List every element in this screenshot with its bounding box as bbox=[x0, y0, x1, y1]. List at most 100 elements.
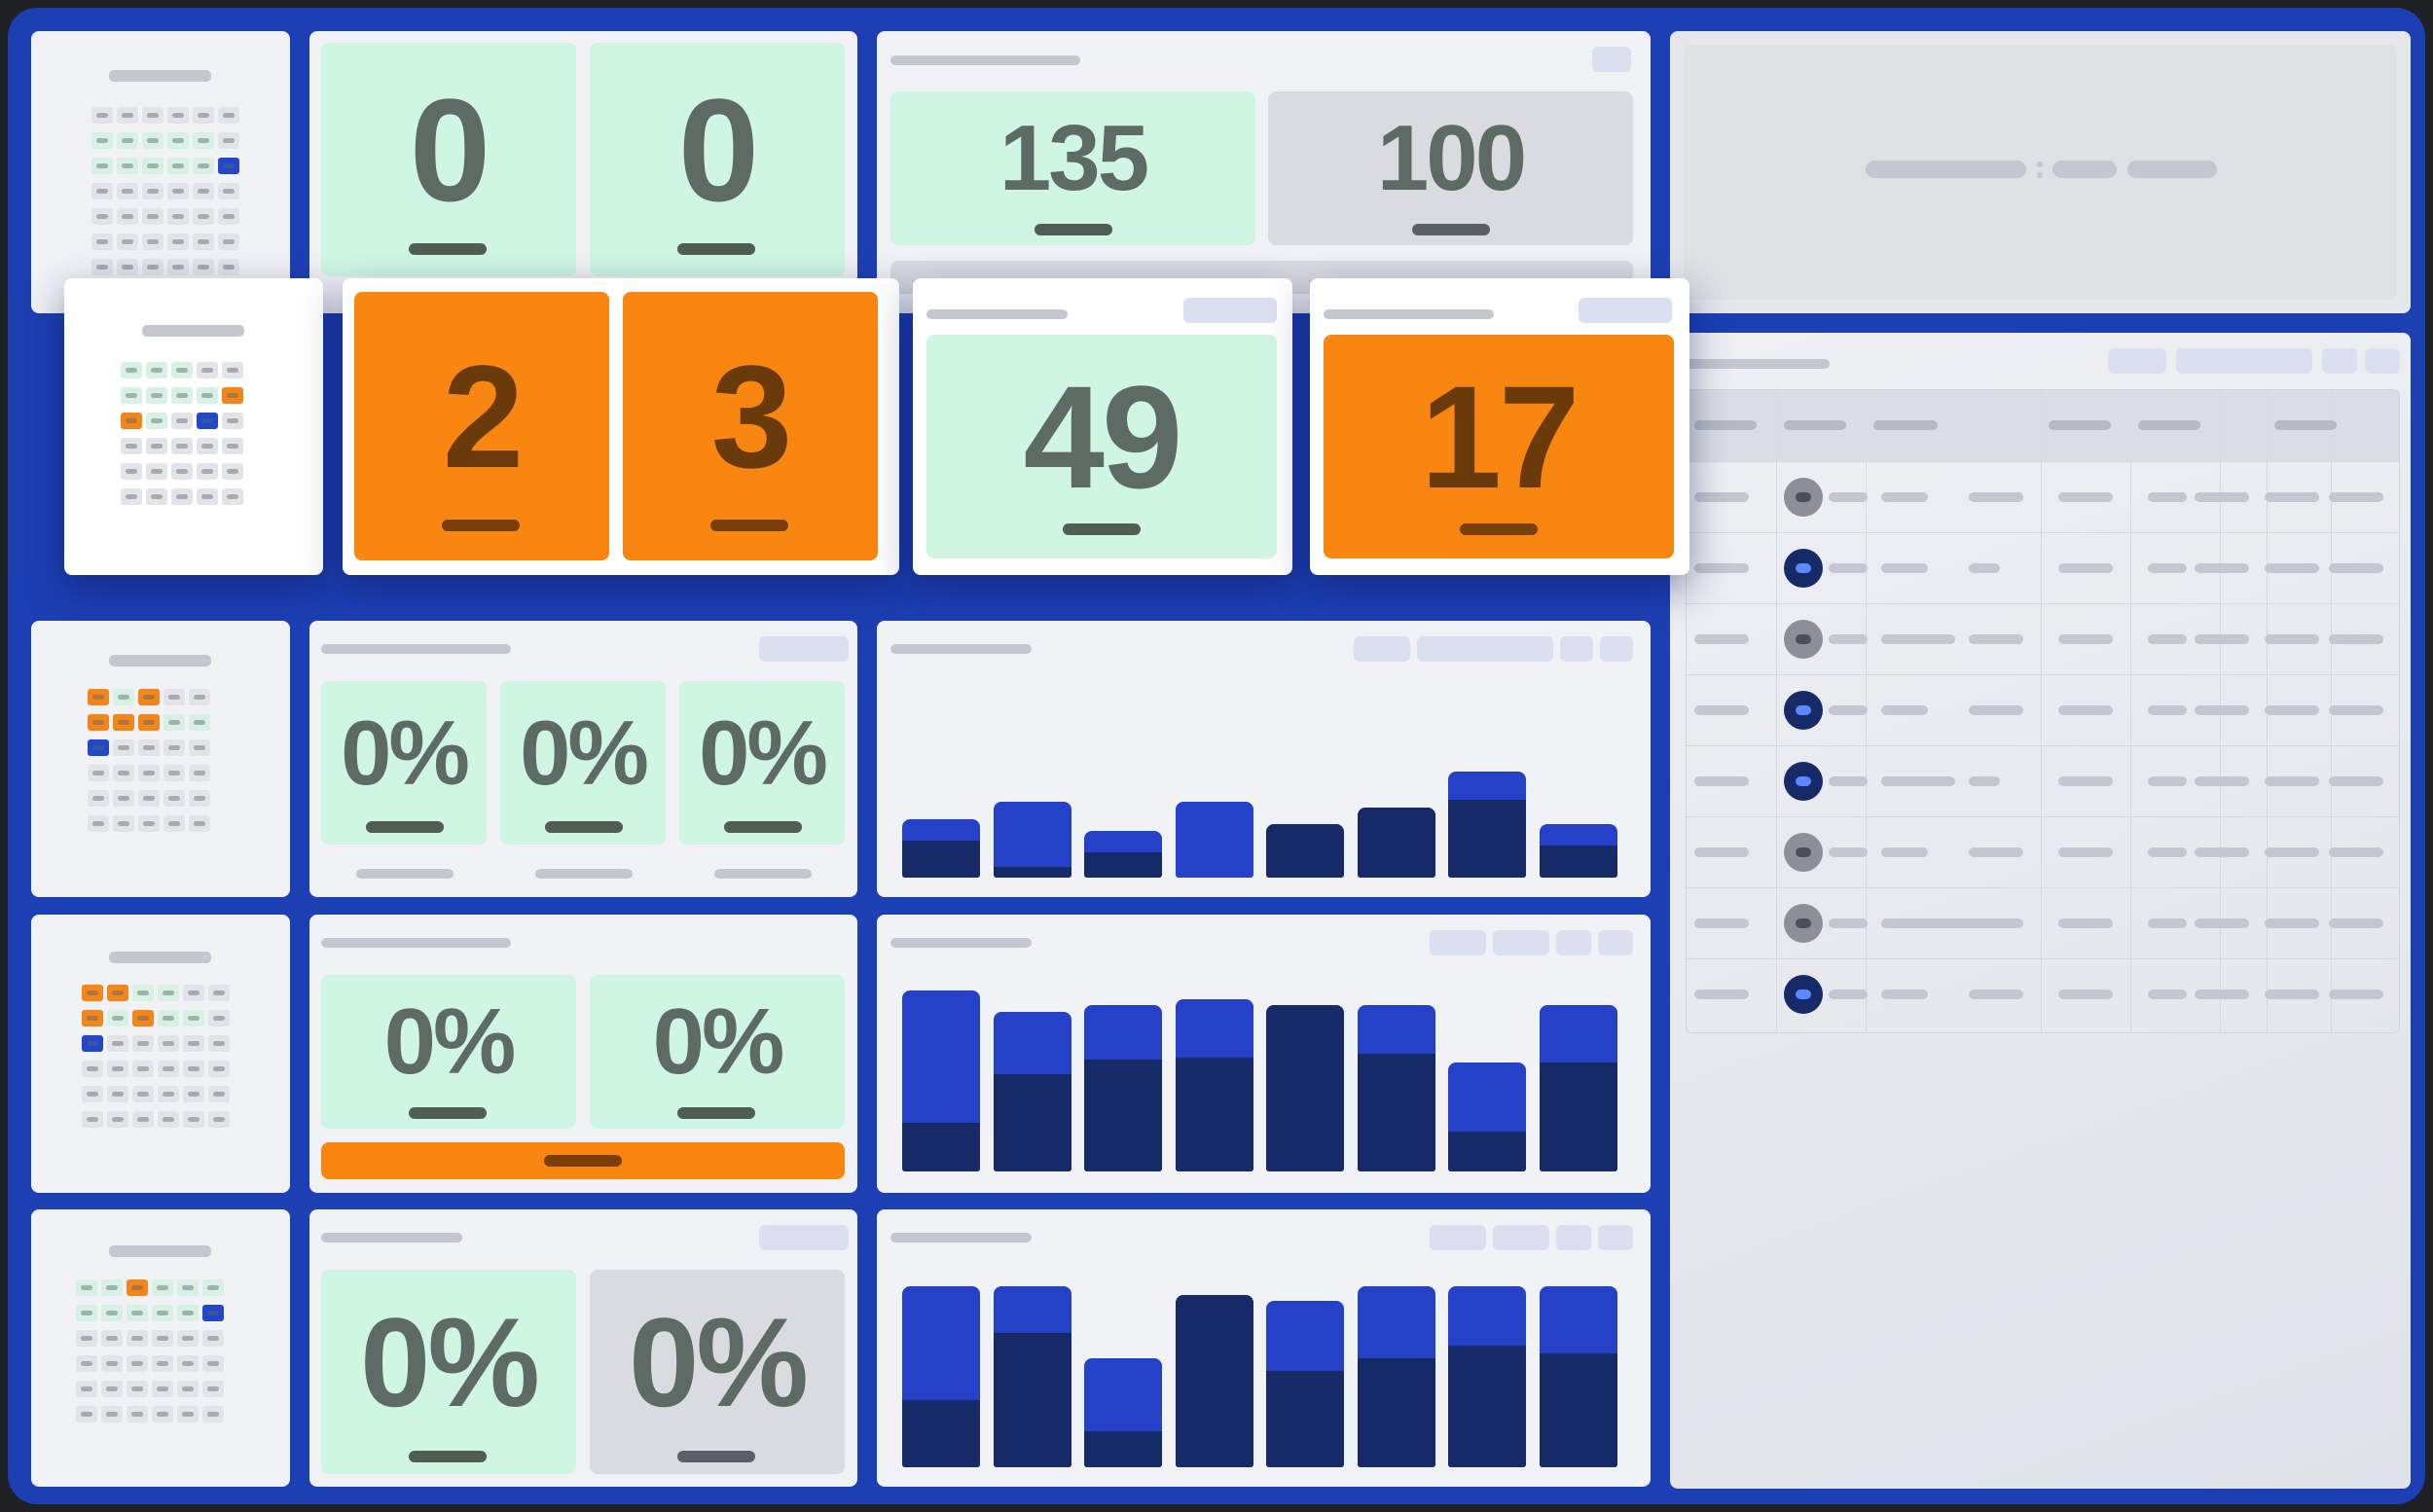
column-header[interactable] bbox=[2049, 420, 2111, 430]
seat[interactable] bbox=[138, 815, 160, 832]
seat[interactable] bbox=[193, 208, 214, 225]
column-header[interactable] bbox=[1694, 420, 1757, 430]
seat[interactable] bbox=[82, 1035, 103, 1052]
seat[interactable] bbox=[167, 234, 189, 250]
chart-bar[interactable] bbox=[902, 1286, 980, 1467]
chart-bar[interactable] bbox=[1175, 999, 1253, 1171]
chart-bar[interactable] bbox=[1357, 807, 1435, 878]
bar-chart[interactable] bbox=[902, 1286, 1622, 1467]
seat[interactable] bbox=[132, 1035, 154, 1052]
chart-bar[interactable] bbox=[1539, 1004, 1617, 1171]
seat[interactable] bbox=[113, 689, 134, 705]
seat[interactable] bbox=[218, 107, 239, 124]
seat[interactable] bbox=[91, 208, 113, 225]
seat[interactable] bbox=[202, 1406, 224, 1422]
seat[interactable] bbox=[167, 107, 189, 124]
seat[interactable] bbox=[101, 1279, 123, 1296]
seat[interactable] bbox=[142, 158, 163, 174]
table-row[interactable] bbox=[1687, 603, 2399, 675]
seat[interactable] bbox=[82, 1061, 103, 1077]
seat[interactable] bbox=[222, 413, 243, 429]
seat[interactable] bbox=[163, 714, 185, 731]
seat[interactable] bbox=[197, 413, 218, 429]
seat[interactable] bbox=[121, 413, 142, 429]
seat[interactable] bbox=[202, 1330, 224, 1347]
seat[interactable] bbox=[146, 438, 167, 454]
seat[interactable] bbox=[121, 463, 142, 480]
percent-tile[interactable]: 0% bbox=[321, 681, 487, 845]
chart-bar[interactable] bbox=[1448, 771, 1526, 878]
seat[interactable] bbox=[82, 1086, 103, 1102]
seat[interactable] bbox=[127, 1406, 148, 1422]
column-header[interactable] bbox=[1784, 420, 1846, 430]
seat[interactable] bbox=[202, 1279, 224, 1296]
alert-bar[interactable] bbox=[321, 1142, 845, 1179]
seat[interactable] bbox=[167, 259, 189, 275]
percent-tile[interactable]: 0% bbox=[679, 681, 845, 845]
seat[interactable] bbox=[189, 815, 210, 832]
seat-map-card-5[interactable] bbox=[31, 1209, 290, 1487]
seat[interactable] bbox=[193, 183, 214, 199]
seat[interactable] bbox=[88, 739, 109, 756]
seat[interactable] bbox=[127, 1381, 148, 1397]
seat[interactable] bbox=[189, 689, 210, 705]
seat[interactable] bbox=[197, 488, 218, 505]
table-row[interactable] bbox=[1687, 958, 2399, 1030]
seat[interactable] bbox=[197, 463, 218, 480]
chart-filter[interactable] bbox=[1430, 1225, 1486, 1250]
column-header[interactable] bbox=[2274, 420, 2337, 430]
seat[interactable] bbox=[189, 739, 210, 756]
seat[interactable] bbox=[138, 689, 160, 705]
seat[interactable] bbox=[107, 1061, 128, 1077]
chart-filter[interactable] bbox=[1493, 1225, 1549, 1250]
seat[interactable] bbox=[171, 413, 193, 429]
chart-filter[interactable] bbox=[1417, 636, 1553, 662]
seat[interactable] bbox=[163, 815, 185, 832]
seat[interactable] bbox=[163, 790, 185, 807]
seat[interactable] bbox=[117, 234, 138, 250]
seat[interactable] bbox=[121, 362, 142, 378]
bar-chart[interactable] bbox=[902, 990, 1622, 1171]
chart-bar[interactable] bbox=[1539, 1286, 1617, 1467]
seat[interactable] bbox=[163, 689, 185, 705]
seat[interactable] bbox=[222, 362, 243, 378]
options-button[interactable] bbox=[759, 636, 849, 662]
seat[interactable] bbox=[218, 183, 239, 199]
seat[interactable] bbox=[127, 1330, 148, 1347]
seat[interactable] bbox=[193, 158, 214, 174]
options-button[interactable] bbox=[1579, 298, 1672, 323]
seat[interactable] bbox=[113, 765, 134, 781]
seat-map-card-2[interactable] bbox=[64, 278, 323, 575]
seat[interactable] bbox=[193, 132, 214, 149]
seat[interactable] bbox=[146, 488, 167, 505]
seat[interactable] bbox=[138, 790, 160, 807]
alert-tile[interactable]: 3 bbox=[623, 292, 878, 560]
seat-map-card-1[interactable] bbox=[31, 31, 290, 313]
table-row[interactable] bbox=[1687, 461, 2399, 533]
seat[interactable] bbox=[222, 438, 243, 454]
seat[interactable] bbox=[107, 1035, 128, 1052]
seat[interactable] bbox=[208, 1061, 230, 1077]
seat[interactable] bbox=[88, 765, 109, 781]
seat[interactable] bbox=[152, 1381, 173, 1397]
seat[interactable] bbox=[127, 1305, 148, 1321]
seat[interactable] bbox=[171, 362, 193, 378]
seat[interactable] bbox=[138, 714, 160, 731]
seat[interactable] bbox=[107, 1111, 128, 1128]
seat[interactable] bbox=[177, 1279, 199, 1296]
seat[interactable] bbox=[167, 208, 189, 225]
chart-bar[interactable] bbox=[1266, 1300, 1344, 1467]
chart-bar[interactable] bbox=[1084, 830, 1162, 878]
chart-bar[interactable] bbox=[1175, 1295, 1253, 1467]
seat[interactable] bbox=[152, 1355, 173, 1372]
seat[interactable] bbox=[91, 107, 113, 124]
percent-tile[interactable]: 0% bbox=[321, 1270, 576, 1474]
seat-map-card-4[interactable] bbox=[31, 915, 290, 1193]
chart-filter[interactable] bbox=[1493, 930, 1549, 955]
seat[interactable] bbox=[101, 1381, 123, 1397]
seat[interactable] bbox=[121, 488, 142, 505]
seat[interactable] bbox=[171, 463, 193, 480]
chart-bar[interactable] bbox=[1266, 823, 1344, 878]
seat[interactable] bbox=[88, 689, 109, 705]
seat[interactable] bbox=[183, 1061, 204, 1077]
